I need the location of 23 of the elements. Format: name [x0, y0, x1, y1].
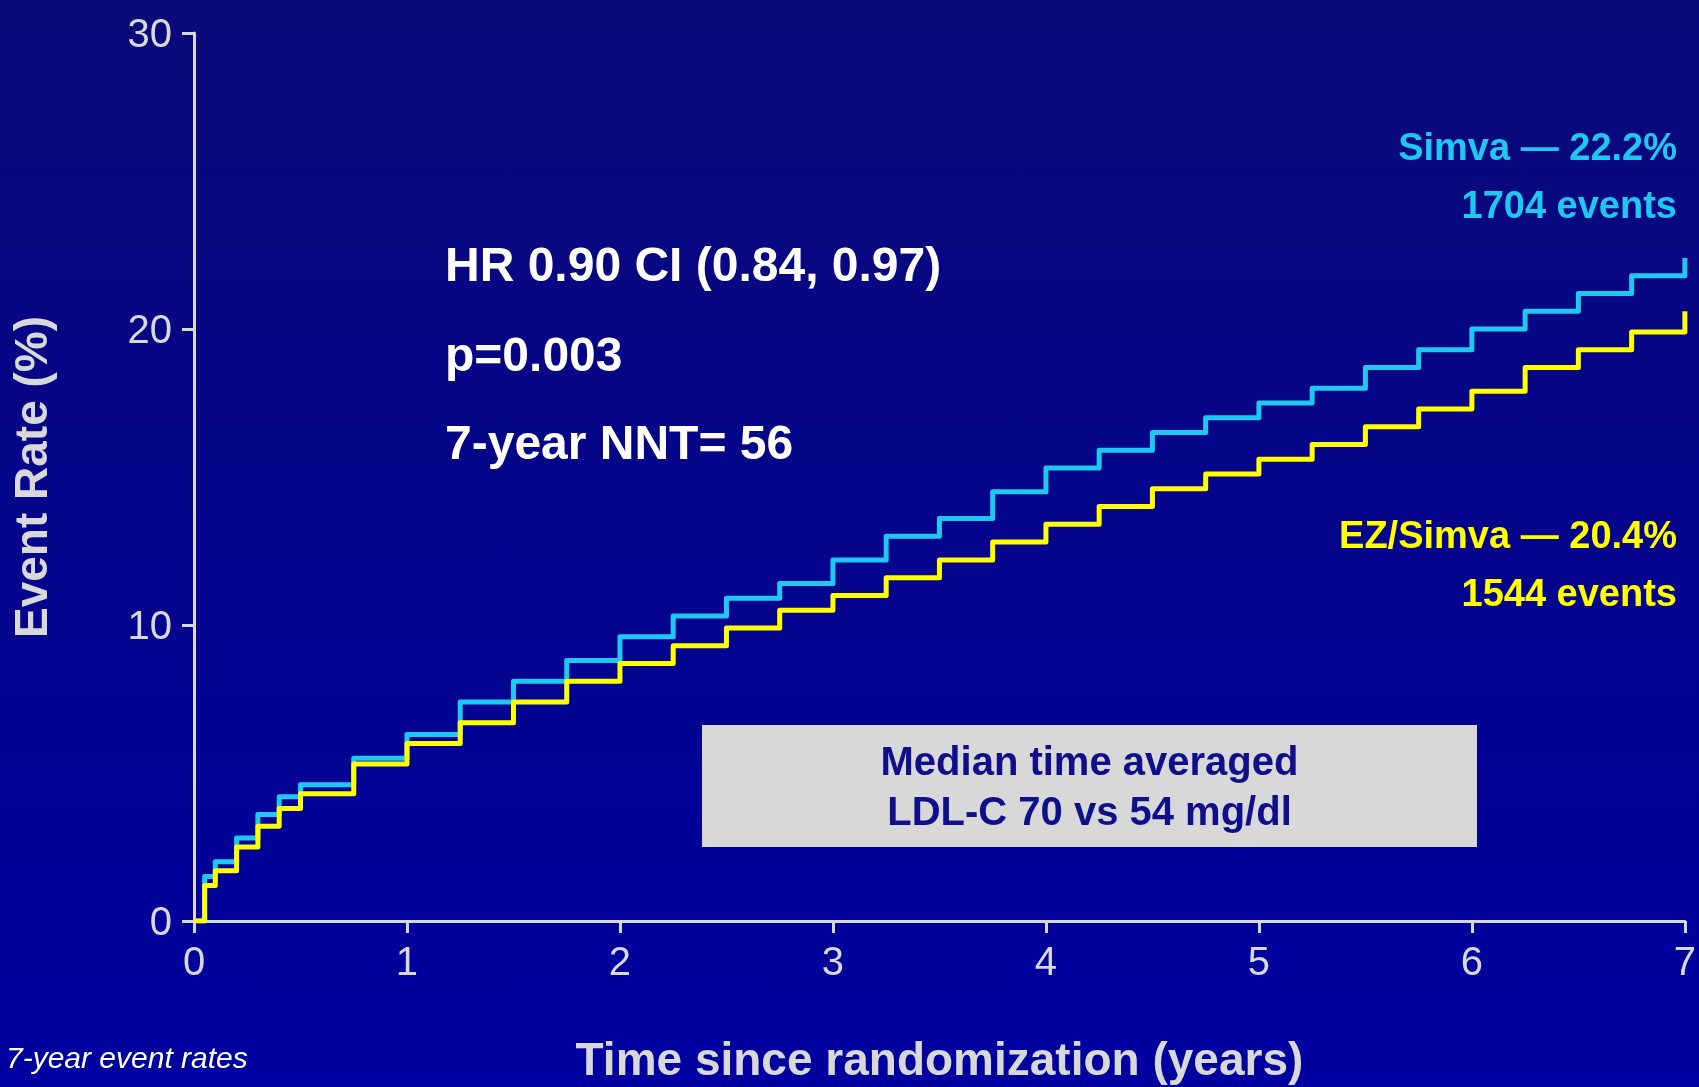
- x-tick-label: 2: [608, 939, 632, 983]
- annotation: 1704 events: [1461, 184, 1678, 226]
- x-tick-label: 6: [1460, 939, 1484, 983]
- y-axis-title: Event Rate (%): [5, 315, 57, 639]
- text-box: Median time averaged LDL-C 70 vs 54 mg/dl: [702, 725, 1477, 847]
- text: Simva — 22.2%: [1398, 126, 1678, 168]
- y-tick-label: 10: [127, 603, 172, 647]
- annotation: 1544 events: [1461, 572, 1678, 614]
- y-tick-label: 20: [127, 307, 172, 351]
- annotation: 7-year NNT= 56: [445, 415, 794, 469]
- y-tick-label: 30: [127, 11, 172, 55]
- x-tick-label: 5: [1247, 939, 1271, 983]
- text: 7-year event rates: [6, 1040, 248, 1074]
- x-tick-label: 7: [1673, 939, 1696, 983]
- x-tick-label: 0: [182, 939, 206, 983]
- y-tick-label: 0: [149, 899, 172, 943]
- x-tick-label: 3: [821, 939, 845, 983]
- x-tick-label: 1: [395, 939, 419, 983]
- annotation: p=0.003: [445, 327, 623, 381]
- annotation: HR 0.90 CI (0.84, 0.97): [445, 237, 942, 291]
- x-axis-title: Time since randomization (years): [575, 1033, 1304, 1085]
- x-tick-label: 4: [1034, 939, 1058, 983]
- series-label: EZ/Simva — 20.4%: [1339, 514, 1677, 556]
